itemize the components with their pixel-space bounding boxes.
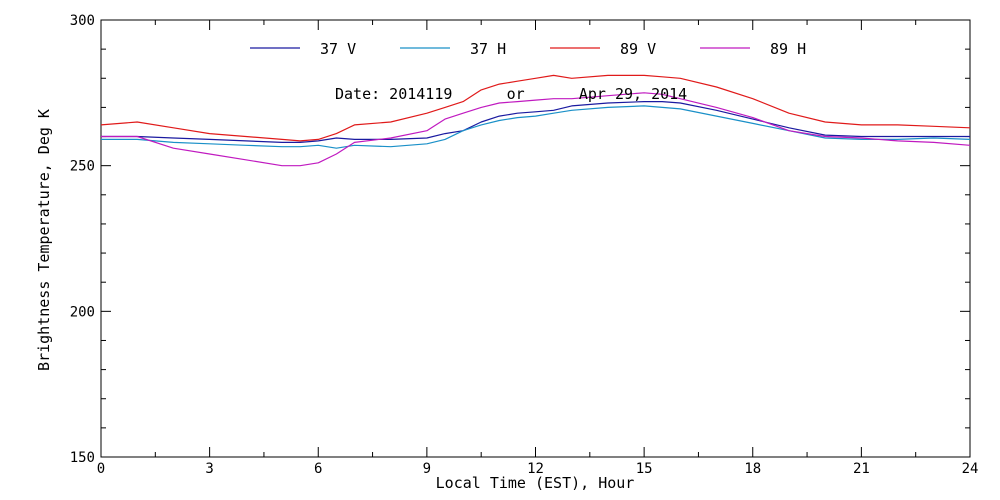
- x-tick-label: 21: [853, 461, 870, 477]
- x-tick-label: 24: [962, 461, 979, 477]
- x-tick-label: 15: [636, 461, 653, 477]
- x-tick-label: 12: [527, 461, 544, 477]
- x-tick-label: 3: [205, 461, 213, 477]
- date-annotation: Date: 2014119 or Apr 29, 2014: [335, 85, 687, 103]
- y-tick-label: 150: [70, 450, 95, 466]
- series-line-3: [100, 74, 971, 142]
- y-tick-label: 250: [70, 159, 95, 175]
- y-tick-label: 200: [70, 304, 95, 320]
- legend-label: 89 H: [770, 40, 806, 58]
- series-line-2: [101, 105, 971, 149]
- x-tick-label: 9: [423, 461, 431, 477]
- x-tick-label: 0: [97, 461, 105, 477]
- y-tick-label: 300: [70, 13, 95, 29]
- x-tick-label: 6: [314, 461, 322, 477]
- x-axis-label: Local Time (EST), Hour: [436, 474, 635, 492]
- legend: 37 V 37 H 89 V 89 H: [250, 40, 806, 58]
- legend-label: 37 V: [320, 40, 356, 58]
- legend-label: 89 V: [620, 40, 656, 58]
- x-tick-label: 18: [744, 461, 761, 477]
- series-line-4: [101, 92, 971, 167]
- series-line-1: [101, 100, 970, 143]
- series-lines: [100, 74, 971, 167]
- y-axis-label: Brightness Temperature, Deg K: [35, 109, 53, 371]
- axis-tick-labels: 0 3 6 9 12 15 18 21 24 150 200 250 300: [70, 13, 979, 477]
- legend-label: 37 H: [470, 40, 506, 58]
